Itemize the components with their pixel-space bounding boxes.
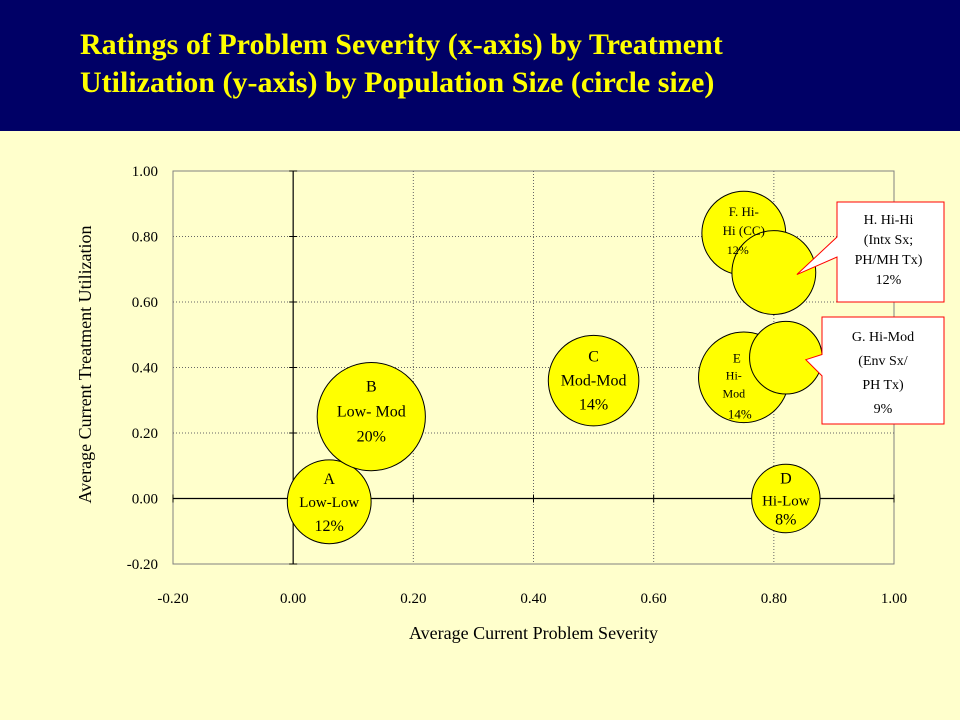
chart-title-line-2: Utilization (y-axis) by Population Size … (80, 66, 715, 99)
chart-title: Ratings of Problem Severity (x-axis) by … (80, 26, 940, 102)
x-tick-label: 1.00 (881, 591, 907, 607)
x-tick-label: 0.40 (520, 591, 546, 607)
x-tick-label: 0.00 (280, 591, 306, 607)
callout-h-text: PH/MH Tx) (855, 253, 923, 268)
bubble-label-a: A (323, 471, 335, 488)
bubble-label-c: 14% (579, 397, 608, 414)
bubble-label-c: Mod-Mod (561, 373, 627, 390)
callout-g-box (804, 316, 945, 425)
callout-h-text: (Intx Sx; (864, 233, 913, 248)
bubble-label-e: E (733, 350, 741, 365)
bubble-b (316, 362, 426, 472)
y-tick-label: 1.00 (132, 164, 158, 180)
callout-g-text: (Env Sx/ (858, 354, 908, 369)
bubble-label-f: F. Hi- (729, 204, 759, 219)
bubble-label-a: Low-Low (299, 495, 359, 511)
y-tick-label: 0.40 (132, 361, 158, 377)
callout-h-text: H. Hi-Hi (864, 213, 914, 228)
callout-g-text: G. Hi-Mod (852, 330, 914, 345)
y-tick-label: 0.20 (132, 426, 158, 442)
bubble-label-b: B (366, 379, 377, 396)
y-tick-label: 0.60 (132, 295, 158, 311)
bubble-label-d: Hi-Low (762, 494, 810, 510)
y-tick-label: 0.80 (132, 230, 158, 246)
bubble-label-d: D (780, 471, 792, 488)
callout-h-box (796, 201, 945, 303)
bubble-label-b: Low- Mod (337, 404, 406, 421)
y-tick-label: 0.00 (132, 492, 158, 508)
callout-g-text: PH Tx) (862, 378, 904, 393)
y-axis-title: Average Current Treatment Utilization (75, 225, 95, 503)
bubble-c (547, 334, 640, 427)
bubble-label-a: 12% (315, 518, 344, 535)
bubble-label-f: Hi (CC) (723, 223, 765, 238)
y-tick-label: -0.20 (127, 557, 158, 573)
bubble-d (751, 463, 821, 534)
bubble-label-c: C (588, 349, 599, 366)
x-axis-title: Average Current Problem Severity (409, 623, 658, 643)
callout-h-text: 12% (876, 273, 902, 288)
bubble-label-f: 12% (727, 243, 749, 257)
chart-title-line-1: Ratings of Problem Severity (x-axis) by … (80, 28, 723, 61)
x-tick-label: -0.20 (157, 591, 188, 607)
title-bar (0, 0, 960, 131)
bubble-label-d: 8% (775, 512, 796, 529)
bubble-label-e: Hi- (726, 368, 742, 382)
x-tick-label: 0.80 (761, 591, 787, 607)
bubble-label-e: 14% (728, 406, 752, 421)
bubble-a (286, 459, 372, 545)
x-tick-label: 0.60 (641, 591, 667, 607)
bubble-label-b: 20% (357, 429, 386, 446)
bubble-h (731, 230, 817, 315)
bubble-label-e: Mod (722, 386, 745, 400)
callout-g-text: 9% (874, 402, 893, 417)
x-tick-label: 0.20 (400, 591, 426, 607)
